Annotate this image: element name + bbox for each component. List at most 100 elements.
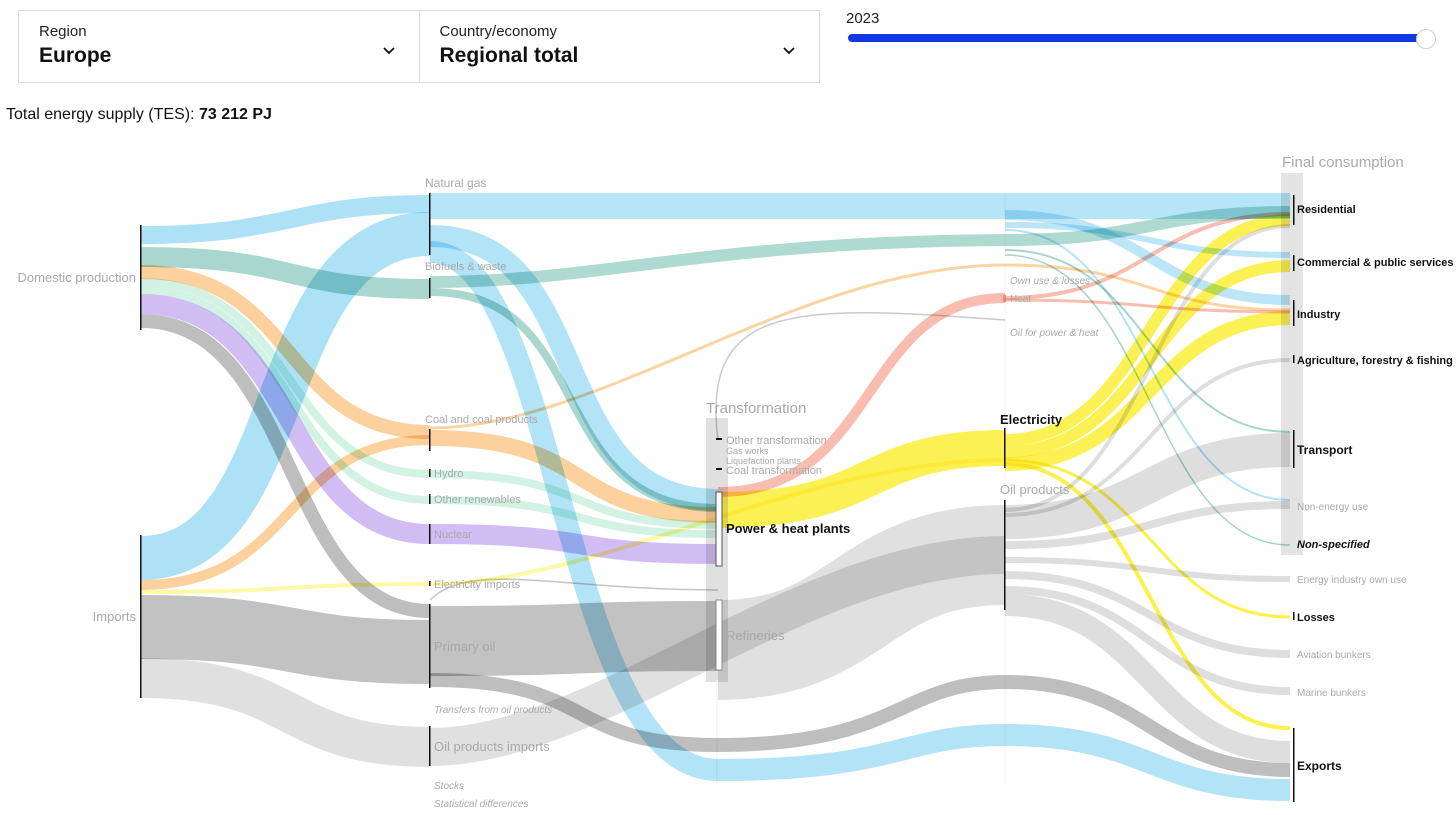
label-transport: Transport xyxy=(1297,443,1352,457)
flow-nuclear-power xyxy=(429,524,719,564)
label-electricity: Electricity xyxy=(1000,412,1063,427)
flow-oil-energy-industry xyxy=(1004,557,1291,582)
label-residential: Residential xyxy=(1297,204,1356,216)
tes-value: 73 212 PJ xyxy=(198,106,272,123)
flow-electricity-exports xyxy=(1004,462,1291,730)
transformation-title: Transformation xyxy=(706,400,806,417)
label-non-specified: Non-specified xyxy=(1297,539,1370,551)
flow-domestic-hydro xyxy=(140,278,431,478)
node-hydro xyxy=(429,469,431,477)
node-agriculture xyxy=(1293,355,1295,363)
flow-oil-aviation xyxy=(1004,571,1291,658)
label-domestic-production: Domestic production xyxy=(18,270,137,285)
label-coal: Coal and coal products xyxy=(425,414,538,426)
flow-oil-exports xyxy=(1004,594,1291,763)
flow-electricity-residential xyxy=(1004,214,1291,446)
label-coal-transformation: Coal transformation xyxy=(726,465,822,477)
flow-oil-agriculture xyxy=(1004,358,1291,517)
year-slider-track[interactable] xyxy=(848,34,1426,42)
label-other-transformation: Other transformation xyxy=(726,435,827,447)
node-losses xyxy=(1293,612,1295,620)
flow-natural-gas-power xyxy=(429,225,719,511)
label-exports: Exports xyxy=(1297,759,1342,773)
flow-biofuels-transport xyxy=(1004,249,1291,433)
flow-domestic-primary-oil xyxy=(140,314,431,618)
label-power-heat-plants: Power & heat plants xyxy=(726,521,850,536)
flow-gas-transport-thin xyxy=(1004,229,1291,501)
chevron-down-icon xyxy=(382,47,395,55)
flow-biofuels-residential xyxy=(429,206,1291,288)
node-power-heat xyxy=(715,491,723,567)
flow-heat-industry xyxy=(1004,298,1291,314)
flow-imports-primary-oil xyxy=(140,595,431,684)
flow-imports-electricity xyxy=(140,582,431,594)
label-commercial: Commercial & public services xyxy=(1297,257,1454,269)
flow-loop-oil xyxy=(429,578,719,601)
flow-electricity-commercial xyxy=(1004,260,1291,458)
label-agriculture: Agriculture, forestry & fishing xyxy=(1297,355,1453,367)
flow-power-heat xyxy=(717,293,1006,497)
final-consumption-title: Final consumption xyxy=(1282,154,1404,171)
flow-oil-transport xyxy=(1004,433,1291,539)
label-nuclear: Nuclear xyxy=(434,529,472,541)
flow-oil-residential xyxy=(1004,224,1291,512)
year-slider-thumb[interactable] xyxy=(1416,29,1436,49)
filters-bar: Region Europe Country/economy Regional t… xyxy=(18,10,820,83)
label-biofuels: Biofuels & waste xyxy=(425,261,506,273)
node-coal-transformation xyxy=(716,468,722,470)
region-dropdown[interactable]: Region Europe xyxy=(19,11,419,82)
year-label: 2023 xyxy=(846,10,880,27)
total-energy-supply: Total energy supply (TES): 73 212 PJ xyxy=(6,106,272,124)
flow-natural-gas-commercial xyxy=(1004,222,1291,258)
flow-electricity-industry xyxy=(1004,311,1291,471)
country-dropdown-value: Regional total xyxy=(439,44,579,67)
node-nuclear xyxy=(429,524,431,544)
flow-domestic-biofuels xyxy=(140,247,431,299)
node-electricity-imports xyxy=(429,581,431,586)
flow-hydro-power xyxy=(429,470,719,529)
label-stocks: Stocks xyxy=(434,781,464,792)
flow-domestic-natural-gas xyxy=(140,195,431,244)
flow-coal-power xyxy=(429,430,719,523)
flow-natural-gas-exports xyxy=(428,241,1291,801)
chevron-down-icon xyxy=(783,47,795,55)
node-primary-oil xyxy=(429,604,431,688)
tes-label: Total energy supply (TES): xyxy=(6,106,199,123)
region-dropdown-value: Europe xyxy=(39,44,112,67)
label-losses: Losses xyxy=(1297,612,1335,624)
node-exports xyxy=(1293,728,1295,802)
node-natural-gas xyxy=(429,193,431,255)
node-oil-products xyxy=(1004,500,1006,610)
flow-oil-non-energy xyxy=(1004,501,1291,549)
label-electricity-imports: Electricity imports xyxy=(434,579,521,591)
label-energy-industry: Energy industry own use xyxy=(1297,575,1407,586)
node-heat xyxy=(1003,295,1006,302)
node-other-transformation xyxy=(716,438,722,440)
label-non-energy: Non-energy use xyxy=(1297,502,1369,513)
label-other-renewables: Other renewables xyxy=(434,494,521,506)
label-imports: Imports xyxy=(93,609,137,624)
flow-loop-other xyxy=(715,311,1006,441)
flow-domestic-coal xyxy=(140,265,431,439)
node-coal xyxy=(429,429,431,451)
node-refineries xyxy=(715,599,723,671)
flow-oil-marine xyxy=(1004,586,1291,695)
label-oil-for-power: Oil for power & heat xyxy=(1010,328,1100,339)
flow-imports-coal xyxy=(140,435,431,590)
label-industry: Industry xyxy=(1297,309,1341,321)
label-liquefaction: Liquefaction plants xyxy=(726,456,802,466)
flow-domestic-nuclear xyxy=(140,294,431,544)
node-industry xyxy=(1293,300,1295,326)
label-refineries: Refineries xyxy=(726,628,785,643)
year-slider[interactable] xyxy=(848,29,1436,49)
node-commercial xyxy=(1293,255,1295,271)
flow-primary-oil-refineries xyxy=(429,601,719,676)
node-biofuels xyxy=(429,278,431,298)
flow-heat-residential xyxy=(1004,212,1291,300)
label-aviation: Aviation bunkers xyxy=(1297,650,1371,661)
label-hydro: Hydro xyxy=(434,468,463,480)
country-dropdown[interactable]: Country/economy Regional total xyxy=(418,11,820,82)
flow-refineries-oil-products xyxy=(716,505,1007,700)
node-other-renewables xyxy=(429,494,431,504)
